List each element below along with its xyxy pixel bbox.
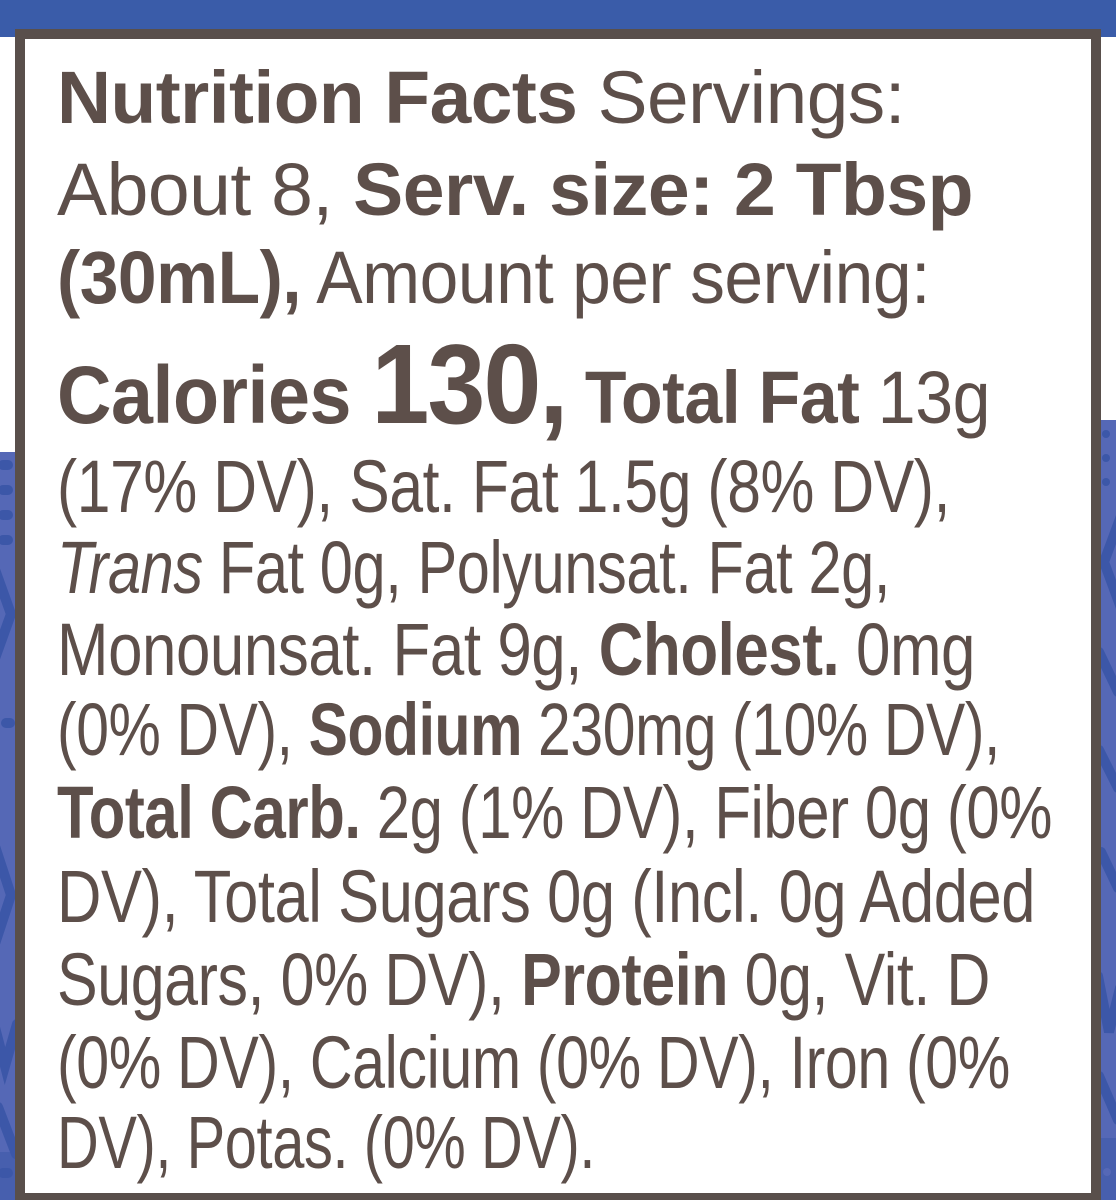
label-segment: Trans (57, 526, 203, 609)
label-segment: Amount per serving: (301, 236, 930, 319)
label-segment: Total Carb. (57, 771, 361, 854)
label-line-6: Trans Fat 0g, Polyunsat. Fat 2g, (57, 531, 890, 605)
label-segment: Calories (57, 350, 372, 441)
label-line-8: (0% DV), Sodium 230mg (10% DV), (57, 693, 1000, 767)
label-line-12: (0% DV), Calcium (0% DV), Iron (0% (57, 1026, 1010, 1100)
label-line-13: DV), Potas. (0% DV). (57, 1106, 595, 1180)
label-line-4: Calories 130, Total Fat 13g (57, 328, 990, 441)
label-line-9: Total Carb. 2g (1% DV), Fiber 0g (0% (57, 776, 1052, 850)
chevron-stripe-pattern-icon (0, 452, 15, 1200)
label-segment: (0% DV), Calcium (0% DV), Iron (0% (57, 1021, 1010, 1104)
label-segment: Cholest. (598, 608, 840, 691)
label-segment: Fat 0g, Polyunsat. Fat 2g, (202, 526, 891, 609)
label-segment: 2g (1% DV), Fiber 0g (0% (360, 771, 1053, 854)
label-segment: 130, (371, 321, 569, 447)
label-line-7: Monounsat. Fat 9g, Cholest. 0mg (57, 613, 975, 687)
label-segment: 230mg (10% DV), (522, 688, 1000, 771)
label-segment: Nutrition Facts (57, 56, 578, 139)
label-segment: (0% DV), (57, 688, 309, 771)
label-line-1: Nutrition Facts Servings: (57, 61, 906, 135)
label-line-11: Sugars, 0% DV), Protein 0g, Vit. D (57, 943, 990, 1017)
label-line-3: (30mL), Amount per serving: (57, 241, 930, 315)
label-segment: Servings: (577, 56, 906, 139)
label-segment: 0g, Vit. D (728, 938, 991, 1021)
label-segment: DV), Total Sugars 0g (Incl. 0g Added (57, 855, 1035, 938)
label-segment: About 8, (57, 148, 354, 231)
label-segment: (30mL), (57, 236, 302, 319)
label-segment: Serv. size: 2 Tbsp (353, 148, 973, 231)
nutrition-facts-panel (15, 29, 1101, 1200)
label-segment: Total Fat (566, 356, 878, 439)
label-line-5: (17% DV), Sat. Fat 1.5g (8% DV), (57, 450, 950, 524)
label-segment: Sugars, 0% DV), (57, 938, 522, 1021)
label-segment: 0mg (839, 608, 975, 691)
label-line-10: DV), Total Sugars 0g (Incl. 0g Added (57, 860, 1035, 934)
label-segment: (17% DV), Sat. Fat 1.5g (8% DV), (57, 445, 950, 528)
label-line-2: About 8, Serv. size: 2 Tbsp (57, 153, 974, 227)
label-segment: DV), Potas. (0% DV). (57, 1101, 595, 1184)
package-pattern-right (1101, 420, 1116, 1200)
label-segment: Monounsat. Fat 9g, (57, 608, 599, 691)
chevron-dot-pattern-icon (1101, 420, 1116, 1200)
package-pattern-left (0, 452, 15, 1200)
label-segment: 13g (877, 356, 991, 439)
label-segment: Protein (521, 938, 729, 1021)
label-segment: Sodium (308, 688, 523, 771)
